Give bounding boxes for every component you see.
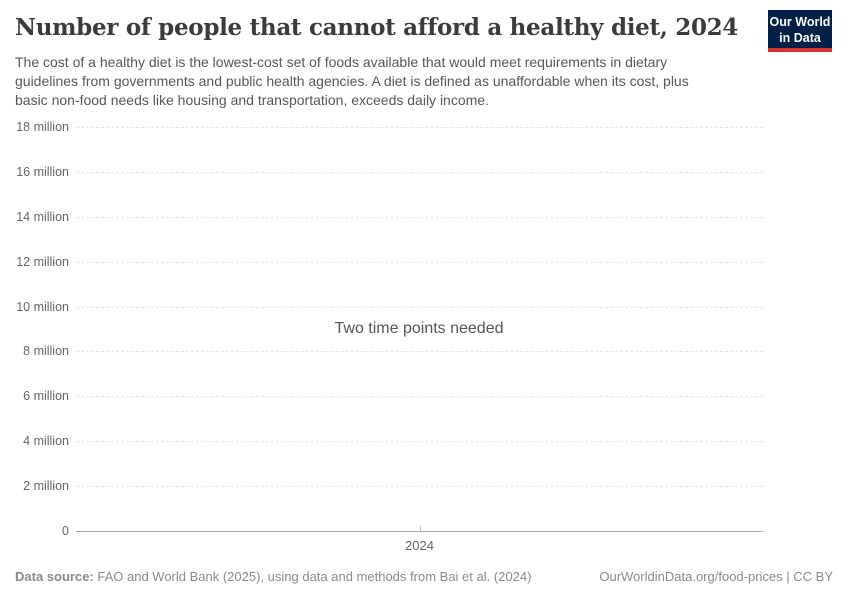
gridline <box>76 486 763 488</box>
gridline <box>76 261 763 263</box>
x-axis-line <box>76 531 763 532</box>
data-source-label: Data source: <box>15 569 94 584</box>
owid-logo-line2: in Data <box>779 31 821 45</box>
data-source-text: FAO and World Bank (2025), using data an… <box>93 569 532 584</box>
x-axis-tick-label: 2024 <box>405 538 434 553</box>
y-axis-tick-label: 2 million <box>23 479 69 494</box>
y-axis-tick-label: 4 million <box>23 434 69 449</box>
owid-logo[interactable]: Our World in Data <box>768 10 832 52</box>
chart-subtitle-line: The cost of a healthy diet is the lowest… <box>15 54 668 70</box>
owid-logo-line1: Our World <box>769 15 831 29</box>
gridline <box>76 127 763 128</box>
chart-subtitle-line: basic non-food needs like housing and tr… <box>15 92 489 108</box>
y-axis-tick-label: 6 million <box>23 389 69 404</box>
chart-subtitle: The cost of a healthy diet is the lowest… <box>15 53 689 110</box>
y-axis-tick-label: 10 million <box>16 299 69 314</box>
gridline <box>76 441 763 443</box>
chart-title: Number of people that cannot afford a he… <box>15 14 739 41</box>
gridline <box>76 351 763 353</box>
gridline <box>76 306 763 308</box>
y-axis-tick-label: 16 million <box>16 164 69 179</box>
chart-footer: Data source: FAO and World Bank (2025), … <box>15 569 833 584</box>
gridline <box>76 171 763 173</box>
owid-license-link[interactable]: OurWorldinData.org/food-prices | CC BY <box>599 569 833 584</box>
y-axis-tick-label: 18 million <box>16 120 69 134</box>
gridline <box>76 396 763 398</box>
x-axis-tick-mark <box>419 526 421 531</box>
data-source-note: Data source: FAO and World Bank (2025), … <box>15 569 531 584</box>
chart-subtitle-line: guidelines from governments and public h… <box>15 73 689 89</box>
y-axis-tick-label: 8 million <box>23 344 69 359</box>
y-axis-tick-label: 12 million <box>16 254 69 269</box>
gridline <box>76 216 763 218</box>
y-axis-tick-label: 14 million <box>16 209 69 224</box>
y-axis-tick-label: 0 <box>62 524 69 538</box>
empty-chart-message: Two time points needed <box>334 320 504 337</box>
